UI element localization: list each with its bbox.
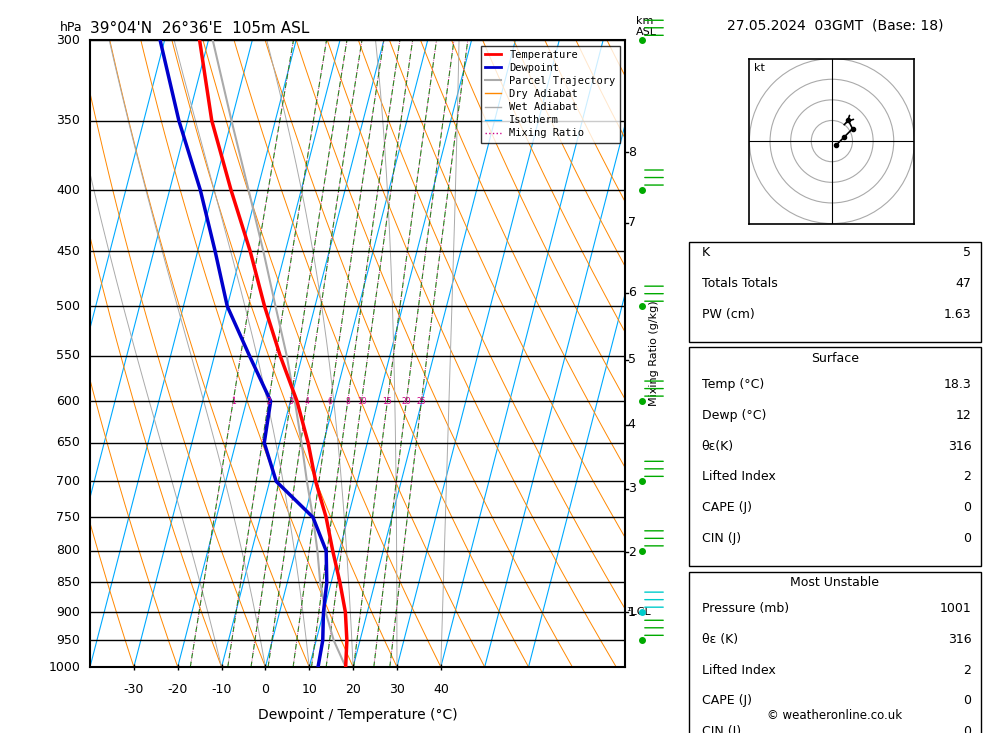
Text: 5: 5: [963, 246, 971, 259]
Text: 1: 1: [231, 397, 236, 405]
Text: 5: 5: [628, 353, 636, 366]
Text: 0: 0: [963, 501, 971, 514]
Text: 800: 800: [56, 545, 80, 557]
Text: Lifted Index: Lifted Index: [702, 471, 775, 483]
Text: 2: 2: [628, 545, 636, 559]
Text: 0: 0: [261, 682, 269, 696]
Text: Dewpoint / Temperature (°C): Dewpoint / Temperature (°C): [258, 708, 457, 722]
Text: Surface: Surface: [811, 352, 859, 365]
Text: -30: -30: [124, 682, 144, 696]
Text: 0: 0: [963, 694, 971, 707]
Text: CAPE (J): CAPE (J): [702, 501, 752, 514]
Text: 1001: 1001: [940, 602, 971, 615]
Text: 8: 8: [628, 146, 636, 159]
Text: 0: 0: [963, 532, 971, 545]
Text: 30: 30: [389, 682, 405, 696]
Text: kt: kt: [754, 63, 764, 73]
Text: 20: 20: [345, 682, 361, 696]
Text: 15: 15: [383, 397, 392, 405]
Text: © weatheronline.co.uk: © weatheronline.co.uk: [767, 709, 903, 722]
Text: 500: 500: [56, 300, 80, 313]
Text: 316: 316: [948, 633, 971, 646]
Text: θε(K): θε(K): [702, 440, 734, 452]
Text: 10: 10: [357, 397, 366, 405]
Text: 1000: 1000: [48, 660, 80, 674]
Text: CAPE (J): CAPE (J): [702, 694, 752, 707]
Text: 350: 350: [56, 114, 80, 127]
Text: 750: 750: [56, 511, 80, 524]
Text: PW (cm): PW (cm): [702, 308, 754, 321]
Text: K: K: [702, 246, 710, 259]
Text: Pressure (mb): Pressure (mb): [702, 602, 789, 615]
Text: 39°04'N  26°36'E  105m ASL: 39°04'N 26°36'E 105m ASL: [90, 21, 309, 37]
Text: 40: 40: [433, 682, 449, 696]
Text: 850: 850: [56, 576, 80, 589]
Text: Temp (°C): Temp (°C): [702, 378, 764, 391]
Text: 6: 6: [628, 286, 636, 299]
Text: 650: 650: [56, 436, 80, 449]
Text: 3: 3: [288, 397, 293, 405]
Text: Most Unstable: Most Unstable: [790, 576, 880, 589]
Text: 18.3: 18.3: [944, 378, 971, 391]
Text: 1: 1: [628, 605, 636, 619]
Bar: [689, 242, 981, 342]
Text: 47: 47: [956, 277, 971, 290]
Text: ¹LCL: ¹LCL: [627, 607, 651, 617]
Text: Totals Totals: Totals Totals: [702, 277, 777, 290]
Text: Mixing Ratio (g/kg): Mixing Ratio (g/kg): [649, 301, 659, 407]
Text: 12: 12: [956, 409, 971, 421]
Text: km
ASL: km ASL: [636, 15, 657, 37]
Text: 3: 3: [628, 482, 636, 496]
Text: 700: 700: [56, 475, 80, 488]
Text: 900: 900: [56, 605, 80, 619]
Text: 25: 25: [417, 397, 426, 405]
Text: -10: -10: [211, 682, 232, 696]
Text: 7: 7: [628, 216, 636, 229]
Text: -20: -20: [168, 682, 188, 696]
Text: 400: 400: [56, 183, 80, 196]
Text: 600: 600: [56, 394, 80, 408]
Text: CIN (J): CIN (J): [702, 532, 741, 545]
Text: 4: 4: [304, 397, 309, 405]
Text: 10: 10: [301, 682, 317, 696]
Text: 2: 2: [964, 471, 971, 483]
Text: Dewp (°C): Dewp (°C): [702, 409, 766, 421]
Text: 950: 950: [56, 634, 80, 647]
Text: 0: 0: [963, 725, 971, 733]
Text: 450: 450: [56, 245, 80, 258]
Text: 300: 300: [56, 34, 80, 47]
Text: 20: 20: [402, 397, 411, 405]
Text: CIN (J): CIN (J): [702, 725, 741, 733]
Text: 1.63: 1.63: [944, 308, 971, 321]
Text: 27.05.2024  03GMT  (Base: 18): 27.05.2024 03GMT (Base: 18): [727, 18, 943, 32]
Text: 4: 4: [628, 419, 636, 431]
Text: 550: 550: [56, 350, 80, 362]
Text: θε (K): θε (K): [702, 633, 738, 646]
Bar: [689, 347, 981, 566]
Text: 8: 8: [345, 397, 350, 405]
Text: 2: 2: [266, 397, 271, 405]
Text: Lifted Index: Lifted Index: [702, 663, 775, 677]
Bar: [689, 572, 981, 733]
Legend: Temperature, Dewpoint, Parcel Trajectory, Dry Adiabat, Wet Adiabat, Isotherm, Mi: Temperature, Dewpoint, Parcel Trajectory…: [481, 45, 620, 143]
Text: 316: 316: [948, 440, 971, 452]
Text: 2: 2: [964, 663, 971, 677]
Text: hPa: hPa: [60, 21, 83, 34]
Text: 6: 6: [328, 397, 333, 405]
